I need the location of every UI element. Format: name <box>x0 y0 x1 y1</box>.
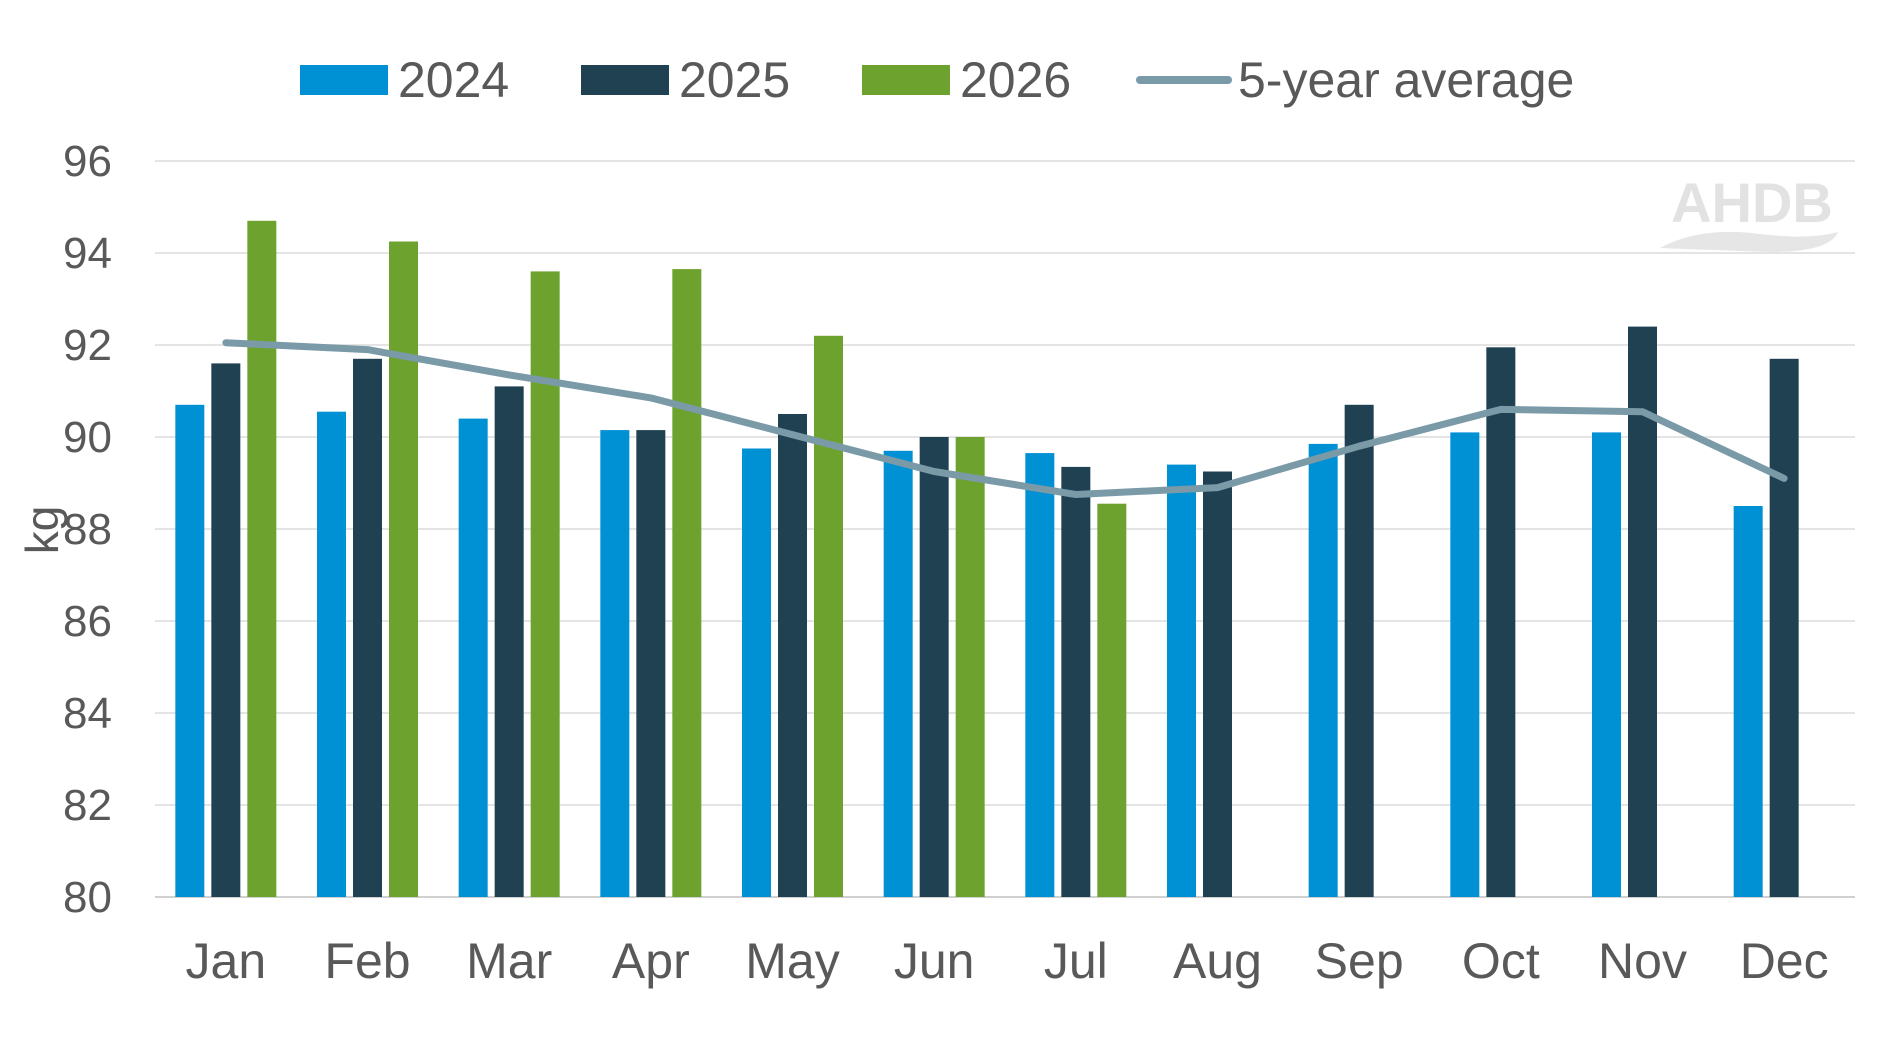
legend-label-2026: 2026 <box>960 52 1071 108</box>
bar-2025-aug <box>1203 472 1232 898</box>
bar-2024-may <box>742 449 771 898</box>
bar-2024-apr <box>600 430 629 897</box>
watermark-text: AHDB <box>1671 171 1833 234</box>
x-tick-label-jun: Jun <box>894 933 975 989</box>
y-tick-label-82: 82 <box>63 781 112 830</box>
x-tick-label-jan: Jan <box>186 933 267 989</box>
y-tick-label-90: 90 <box>63 413 112 462</box>
legend-label-2025: 2025 <box>679 52 790 108</box>
y-tick-label-96: 96 <box>63 137 112 186</box>
x-tick-label-dec: Dec <box>1740 933 1829 989</box>
legend-swatch-2024 <box>300 65 388 95</box>
bar-2024-feb <box>317 412 346 897</box>
y-tick-label-94: 94 <box>63 229 112 278</box>
bar-2026-apr <box>672 269 701 897</box>
bar-2024-mar <box>459 419 488 897</box>
bar-2026-jan <box>247 221 276 897</box>
bar-2024-jan <box>175 405 204 897</box>
x-tick-label-oct: Oct <box>1462 933 1540 989</box>
bar-2026-feb <box>389 242 418 898</box>
bars <box>175 221 1798 897</box>
y-axis-label: kg <box>16 506 68 555</box>
bar-2025-sep <box>1345 405 1374 897</box>
x-tick-label-apr: Apr <box>612 933 690 989</box>
legend-swatch-2025 <box>581 65 669 95</box>
y-tick-label-84: 84 <box>63 689 112 738</box>
y-tick-label-86: 86 <box>63 597 112 646</box>
ahdb-watermark: AHDB <box>1660 171 1838 252</box>
bar-2026-may <box>814 336 843 897</box>
legend: 2024 2025 2026 5-year average <box>300 52 1574 108</box>
legend-label-2024: 2024 <box>398 52 509 108</box>
y-axis-tick-labels: 80 82 84 86 88 90 92 94 96 <box>63 137 112 922</box>
bar-2026-jun <box>956 437 985 897</box>
x-tick-label-nov: Nov <box>1598 933 1687 989</box>
bar-2026-mar <box>531 271 560 897</box>
legend-label-5-year-average: 5-year average <box>1238 52 1574 108</box>
bar-2024-sep <box>1309 444 1338 897</box>
y-tick-label-88: 88 <box>63 505 112 554</box>
x-tick-label-jul: Jul <box>1044 933 1108 989</box>
bar-2024-jun <box>884 451 913 897</box>
bar-2024-aug <box>1167 465 1196 897</box>
x-tick-label-mar: Mar <box>466 933 552 989</box>
bar-2025-jan <box>211 363 240 897</box>
bar-2024-oct <box>1450 432 1479 897</box>
bar-2025-may <box>778 414 807 897</box>
bar-2025-dec <box>1770 359 1799 897</box>
bar-2025-feb <box>353 359 382 897</box>
bar-2024-jul <box>1025 453 1054 897</box>
x-axis-tick-labels: Jan Feb Mar Apr May Jun Jul Aug Sep Oct Nov Dec <box>186 933 1829 989</box>
y-tick-label-92: 92 <box>63 321 112 370</box>
bar-2025-mar <box>495 386 524 897</box>
x-tick-label-sep: Sep <box>1315 933 1404 989</box>
bar-2026-jul <box>1097 504 1126 897</box>
bar-2025-jul <box>1061 467 1090 897</box>
legend-swatch-2026 <box>862 65 950 95</box>
bar-2024-dec <box>1734 506 1763 897</box>
y-tick-label-80: 80 <box>63 873 112 922</box>
x-tick-label-feb: Feb <box>324 933 410 989</box>
watermark-swoosh-icon <box>1660 232 1838 252</box>
bar-2025-apr <box>636 430 665 897</box>
bar-2025-jun <box>920 437 949 897</box>
bar-2025-oct <box>1486 347 1515 897</box>
x-tick-label-may: May <box>745 933 839 989</box>
bar-2024-nov <box>1592 432 1621 897</box>
x-tick-label-aug: Aug <box>1173 933 1262 989</box>
